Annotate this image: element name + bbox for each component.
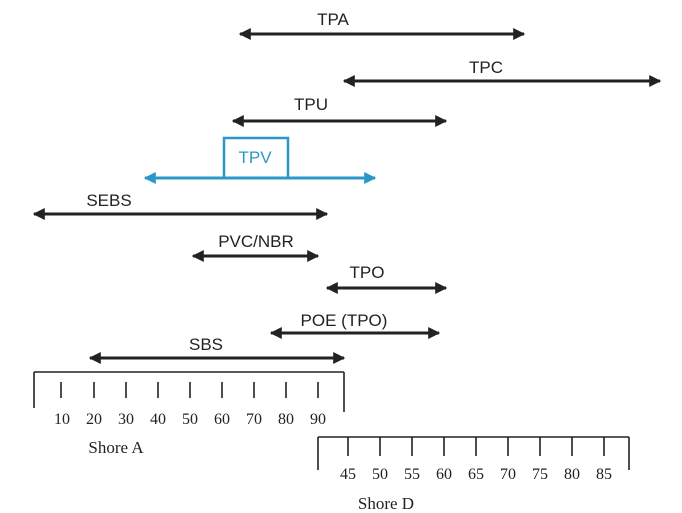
shore-d-tick-label: 55	[404, 466, 420, 483]
tpo-range: TPO	[325, 263, 448, 294]
shore-d-tick-label: 80	[564, 466, 580, 483]
shore-d-title: Shore D	[358, 494, 414, 513]
tpv-label-box	[222, 136, 290, 180]
shore-a-tick-label: 40	[150, 411, 166, 428]
shore-a-tick-label: 10	[54, 411, 70, 428]
sbs-range: SBS	[88, 335, 346, 364]
shore-d-tick-label: 85	[596, 466, 612, 483]
shore-d-ticks	[347, 437, 605, 456]
shore-d-tick-label: 60	[436, 466, 452, 483]
shore-a-tick-label: 50	[182, 411, 198, 428]
shore-a-tick-label: 30	[118, 411, 134, 428]
pvc-nbr-label: PVC/NBR	[218, 232, 294, 251]
tpo-label: TPO	[350, 263, 385, 282]
sebs-label: SEBS	[86, 191, 131, 210]
shore-a-title: Shore A	[88, 438, 144, 457]
poe-label: POE (TPO)	[301, 311, 388, 330]
shore-a-tick-label: 20	[86, 411, 102, 428]
shore-a-ticks	[60, 382, 319, 398]
shore-a-tick-label: 70	[246, 411, 262, 428]
shore-a-scale: 10 20 30 40 50 60 70 80 90 Shore A	[33, 371, 345, 457]
shore-d-tick-label: 50	[372, 466, 388, 483]
sbs-label: SBS	[189, 335, 223, 354]
shore-a-tick-label: 60	[214, 411, 230, 428]
shore-d-tick-label: 75	[532, 466, 548, 483]
tpc-label: TPC	[469, 58, 503, 77]
shore-a-tick-label: 90	[310, 411, 326, 428]
shore-d-tick-label: 65	[468, 466, 484, 483]
tpu-label: TPU	[294, 95, 328, 114]
poe-range: POE (TPO)	[269, 311, 441, 339]
tpv-range: TPV	[143, 136, 377, 184]
shore-d-scale: 45 50 55 60 65 70 75 80 85 Shore D	[317, 436, 630, 513]
shore-d-tick-label: 45	[340, 466, 356, 483]
shore-a-tick-labels: 10 20 30 40 50 60 70 80 90	[54, 411, 326, 428]
shore-d-tick-labels: 45 50 55 60 65 70 75 80 85	[340, 466, 612, 483]
pvc-nbr-range: PVC/NBR	[191, 232, 320, 262]
tpa-label: TPA	[317, 10, 349, 29]
tpu-range: TPU	[231, 95, 448, 127]
sebs-range: SEBS	[32, 191, 329, 220]
tpc-range: TPC	[342, 58, 662, 87]
tpa-range: TPA	[238, 10, 526, 40]
shore-a-tick-label: 80	[278, 411, 294, 428]
tpv-label: TPV	[238, 148, 272, 167]
shore-d-tick-label: 70	[500, 466, 516, 483]
